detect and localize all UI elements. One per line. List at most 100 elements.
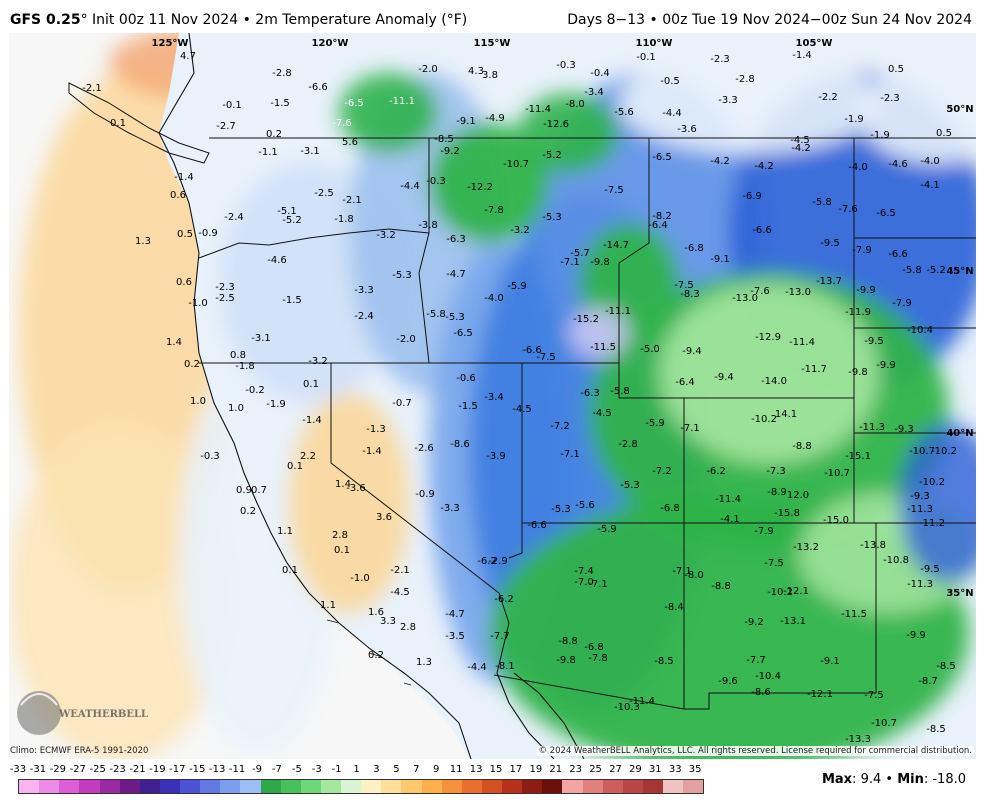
anomaly-value: -3.4 — [484, 392, 504, 403]
anomaly-value: 0.5 — [936, 128, 952, 139]
legend-tick-label: -15 — [189, 764, 206, 775]
legend-swatch — [300, 780, 321, 793]
legend-tick-label: -9 — [251, 764, 262, 775]
anomaly-value: 1.1 — [320, 600, 336, 611]
legend-tick-label: 11 — [449, 764, 463, 775]
legend-tick-label: -3 — [311, 764, 322, 775]
legend-swatch — [59, 780, 80, 793]
legend-swatch — [522, 780, 543, 793]
coordinate-label: 115°W — [474, 38, 511, 49]
anomaly-value: -4.1 — [920, 180, 940, 191]
coordinate-label: 35°N — [946, 588, 973, 599]
anomaly-value: 1.4 — [335, 479, 351, 490]
anomaly-value: -10.2 — [919, 477, 945, 488]
anomaly-value: -11.9 — [845, 307, 871, 318]
anomaly-value: 1.0 — [228, 403, 244, 414]
anomaly-value: -2.7 — [216, 121, 236, 132]
anomaly-value: -11.5 — [841, 609, 867, 620]
anomaly-value: -7.2 — [652, 466, 672, 477]
anomaly-value: -9.1 — [820, 656, 840, 667]
anomaly-value: -8.8 — [711, 581, 731, 592]
anomaly-value: 3.8 — [482, 70, 498, 81]
anomaly-value: -10.3 — [614, 702, 640, 713]
anomaly-value: -3.2 — [376, 230, 396, 241]
anomaly-value: 0.8 — [230, 350, 246, 361]
legend-tick-label: -13 — [208, 764, 226, 775]
anomaly-value: 0.2 — [184, 359, 200, 370]
anomaly-value: -10.7 — [909, 446, 935, 457]
anomaly-value: -11.2 — [919, 518, 945, 529]
anomaly-value: -0.2 — [245, 385, 265, 396]
legend-swatch — [139, 780, 160, 793]
anomaly-value: -9.4 — [714, 372, 734, 383]
anomaly-value: 3.3 — [380, 616, 396, 627]
anomaly-value: 0.9 — [236, 485, 252, 496]
anomaly-value: 12.0 — [787, 490, 809, 501]
land-anomaly-shading — [219, 53, 976, 759]
anomaly-value: -5.8 — [610, 386, 630, 397]
anomaly-value: -11.4 — [525, 104, 551, 115]
anomaly-value: -7.1 — [560, 257, 580, 268]
anomaly-value: -7.9 — [892, 298, 912, 309]
anomaly-value: -2.0 — [418, 64, 438, 75]
anomaly-value: -4.6 — [888, 159, 908, 170]
legend-tick-label: -23 — [109, 764, 126, 775]
anomaly-value: -9.3 — [910, 491, 930, 502]
anomaly-value: -5.1 — [277, 206, 297, 217]
anomaly-value: 2.8 — [400, 622, 416, 633]
legend-swatch — [341, 780, 362, 793]
anomaly-value: -8.5 — [936, 661, 956, 672]
anomaly-value: 1.3 — [135, 236, 151, 247]
anomaly-value: -9.6 — [718, 676, 738, 687]
legend-swatch — [200, 780, 221, 793]
anomaly-value: -8.5 — [926, 724, 946, 735]
anomaly-value: -1.4 — [362, 446, 382, 457]
anomaly-value: -1.8 — [235, 361, 255, 372]
coordinate-label: 125°W — [152, 38, 189, 49]
anomaly-value: -6.5 — [876, 208, 896, 219]
anomaly-value: -8.6 — [751, 687, 771, 698]
anomaly-value: -3.2 — [308, 356, 328, 367]
anomaly-value: 0.1 — [110, 118, 126, 129]
anomaly-value: -3.8 — [418, 220, 438, 231]
legend-tick-label: -21 — [129, 764, 146, 775]
anomaly-value: -6.6 — [308, 82, 328, 93]
anomaly-value: -1.5 — [458, 401, 478, 412]
anomaly-values: 4.7 -2.8 -6.6 -2.0 4.33.8 -0.3 -0.4 -0.1 -2.3 -1.… — [82, 50, 957, 745]
max-min-stats: Max: 9.4 • Min: -18.0 — [821, 772, 966, 787]
legend-swatch — [79, 780, 100, 793]
anomaly-value: -11.1 — [605, 306, 631, 317]
legend-tick-label: -5 — [291, 764, 302, 775]
anomaly-value: -6.2 — [477, 556, 497, 567]
anomaly-value: -12.1 — [783, 586, 809, 597]
anomaly-value: -6.2 — [494, 594, 514, 605]
anomaly-value: -13.8 — [860, 540, 886, 551]
anomaly-value: -1.9 — [870, 130, 890, 141]
anomaly-value: -5.3 — [445, 312, 465, 323]
anomaly-value: -3.9 — [486, 451, 506, 462]
anomaly-value: -0.1 — [636, 52, 656, 63]
anomaly-value: -9.8 — [590, 257, 610, 268]
anomaly-value: -0.7 — [392, 398, 412, 409]
legend-swatch — [481, 780, 502, 793]
legend-tick-label: 21 — [549, 764, 563, 775]
anomaly-value: -2.3 — [880, 93, 900, 104]
model-name: GFS 0.25 — [10, 12, 81, 28]
anomaly-value: -1.1 — [258, 147, 278, 158]
anomaly-value: -13.0 — [785, 287, 811, 298]
anomaly-value: -7.1 — [680, 423, 700, 434]
anomaly-value: 0.5 — [888, 64, 904, 75]
coordinate-label: 50°N — [946, 104, 973, 115]
legend-tick-label: -7 — [271, 764, 282, 775]
anomaly-value: 0.2 — [266, 129, 282, 140]
anomaly-value: -0.9 — [415, 489, 435, 500]
anomaly-value: -15.2 — [573, 314, 599, 325]
anomaly-value: -6.8 — [684, 243, 704, 254]
anomaly-value: -7.5 — [764, 558, 784, 569]
anomaly-value: 1.4 — [166, 337, 182, 348]
anomaly-value: -7.0 — [574, 577, 594, 588]
legend-color-swatches — [18, 779, 704, 794]
anomaly-value: 3.6 — [376, 512, 392, 523]
anomaly-value: -0.6 — [456, 373, 476, 384]
legend-tick-label: 25 — [589, 764, 602, 775]
